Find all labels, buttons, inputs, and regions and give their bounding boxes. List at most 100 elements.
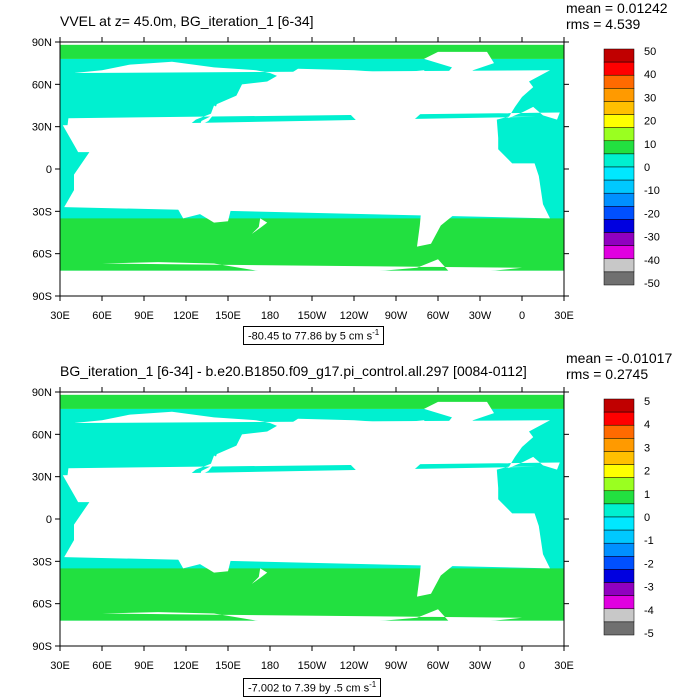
colorbar-swatch: [603, 166, 635, 181]
lon-label: 90E: [134, 660, 154, 672]
lat-label: 0: [46, 164, 52, 176]
southern-ocean-band: [60, 568, 564, 621]
land-mass-9: [200, 455, 217, 476]
lat-label: 90N: [32, 387, 52, 399]
land-mass-5: [424, 401, 494, 435]
lon-label: 120E: [173, 310, 199, 322]
colorbar-swatch: [603, 219, 635, 233]
lon-label: 60W: [427, 660, 450, 672]
panel-2-range-sup: -1: [369, 680, 377, 689]
colorbar-label: 30: [644, 92, 656, 104]
lat-label: 90S: [32, 291, 52, 303]
lon-label: 30E: [50, 660, 70, 672]
colorbar-swatch: [603, 503, 635, 518]
colorbar-label: -4: [644, 605, 654, 617]
lat-label: 60S: [32, 249, 52, 261]
lon-label: 30E: [554, 660, 574, 672]
colorbar-swatch: [603, 179, 635, 194]
land-mass-10: [251, 568, 268, 584]
lon-label: 120W: [340, 660, 369, 672]
colorbar-swatch: [603, 271, 635, 286]
panel-1-map: 90N 60N 30N 0 30S 60S 90S 30E 60E 90E 120E 150E 180 1…: [32, 37, 660, 322]
colorbar-label: -5: [644, 628, 654, 640]
colorbar-swatch: [603, 621, 635, 636]
colorbar-swatch: [603, 127, 635, 142]
colorbar-label: 2: [644, 466, 650, 478]
colorbar-swatch: [603, 556, 635, 570]
land-mass-12: [510, 87, 520, 99]
colorbar-swatch: [603, 542, 635, 557]
lat-label: 60S: [32, 599, 52, 611]
land-mass-11: [78, 187, 88, 205]
panel-2-mean: mean = -0.01017: [566, 350, 673, 366]
colorbar-swatch: [603, 206, 635, 220]
colorbar-label: 40: [644, 69, 656, 81]
panel-1-mean: mean = 0.01242: [566, 0, 668, 16]
colorbar-swatch: [603, 464, 635, 478]
colorbar-swatch: [603, 477, 635, 492]
land-mass-12: [510, 437, 520, 449]
colorbar-swatch: [603, 490, 635, 505]
southern-ocean-band: [60, 218, 564, 271]
colorbar-swatch: [603, 398, 635, 413]
panel-2-map: 90N 60N 30N 0 30S 60S 90S 30E 60E 90E 120E 150E 180 1…: [32, 387, 654, 672]
land-mass-10: [251, 218, 268, 234]
colorbar-label: -2: [644, 558, 654, 570]
lat-label: 30N: [32, 122, 52, 134]
colorbar-label: 20: [644, 116, 656, 128]
lon-label: 90W: [385, 660, 408, 672]
lon-label: 30W: [469, 660, 492, 672]
colorbar-swatch: [603, 48, 635, 63]
land-mass-7: [151, 511, 184, 531]
lon-label: 30W: [469, 310, 492, 322]
colorbar-label: 5: [644, 396, 650, 408]
lon-label: 150W: [298, 310, 327, 322]
colorbar-swatch: [603, 569, 635, 583]
lon-label: 30E: [554, 310, 574, 322]
lon-label: 150E: [215, 310, 241, 322]
colorbar-swatch: [603, 114, 635, 128]
lon-label: 90E: [134, 310, 154, 322]
land-mass-9: [200, 105, 217, 126]
colorbar-swatch: [603, 582, 635, 596]
panel-2-range-text: -7.002 to 7.39 by .5 cm s: [248, 682, 370, 695]
lon-label: 0: [519, 660, 525, 672]
colorbar-swatch: [603, 608, 635, 623]
colorbar-label: -30: [644, 232, 660, 244]
land-mass-3: [286, 68, 445, 158]
land-mass-8: [201, 520, 228, 532]
lon-label: 180: [261, 310, 279, 322]
panel-1-title: VVEL at z= 45.0m, BG_iteration_1 [6-34]: [60, 13, 314, 29]
land-mass-6: [102, 609, 522, 646]
colorbar-label: -40: [644, 255, 660, 267]
lon-label: 60W: [427, 310, 450, 322]
lat-label: 0: [46, 514, 52, 526]
lat-label: 30S: [32, 206, 52, 218]
colorbar-swatch: [603, 192, 635, 207]
land-mass-8: [201, 170, 228, 182]
land-mass-2: [177, 534, 233, 573]
panel-1-range-text: -80.45 to 77.86 by 5 cm s: [248, 330, 373, 343]
colorbar-label: -50: [644, 278, 660, 290]
land-mass-11: [78, 537, 88, 555]
lon-label: 180: [261, 660, 279, 672]
land-mass-2: [177, 184, 233, 223]
colorbar-swatch: [603, 61, 635, 76]
colorbar-label: -3: [644, 582, 654, 594]
lon-label: 120W: [340, 310, 369, 322]
colorbar-swatch: [603, 438, 635, 452]
lon-label: 60E: [92, 660, 112, 672]
panel-1-contour-range: -80.45 to 77.86 by 5 cm s-1: [243, 326, 385, 345]
lon-label: 150E: [215, 660, 241, 672]
land-mass-3: [286, 418, 445, 508]
colorbar-label: 10: [644, 139, 656, 151]
colorbar-swatch: [603, 74, 635, 89]
lon-label: 30E: [50, 310, 70, 322]
colorbar-label: -20: [644, 208, 660, 220]
panel-2-contour-range: -7.002 to 7.39 by .5 cm s-1: [243, 678, 382, 697]
lon-label: 150W: [298, 660, 327, 672]
colorbar-swatch: [603, 411, 635, 426]
colorbar-swatch: [603, 451, 635, 465]
land-mass-7: [151, 161, 184, 181]
colorbar-label: 0: [644, 162, 650, 174]
